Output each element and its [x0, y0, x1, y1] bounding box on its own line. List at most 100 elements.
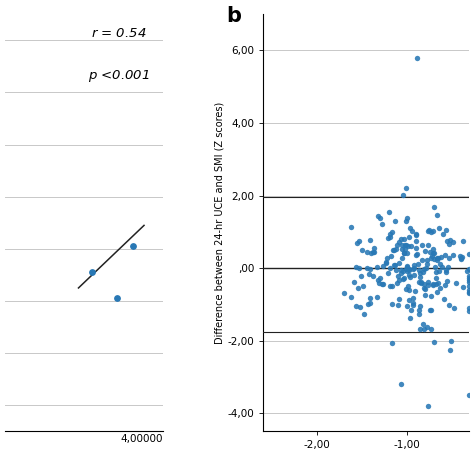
Point	[388, 282, 396, 290]
Point	[392, 246, 400, 253]
Point	[425, 226, 432, 234]
Point	[398, 242, 406, 249]
Point	[409, 301, 417, 309]
Point	[347, 293, 355, 301]
Point	[418, 279, 425, 286]
Point	[389, 228, 396, 236]
Point	[430, 255, 438, 263]
Point	[460, 283, 467, 291]
Point	[433, 256, 440, 264]
Point	[433, 254, 440, 262]
Point	[369, 273, 376, 280]
Point	[401, 235, 408, 243]
Point	[428, 252, 436, 260]
Point	[406, 273, 414, 281]
Point	[465, 265, 473, 273]
Point	[423, 323, 431, 330]
Point	[395, 238, 403, 246]
Point	[412, 231, 419, 239]
Point	[465, 283, 473, 290]
Point	[436, 267, 443, 275]
Point	[404, 249, 411, 257]
Point	[405, 282, 412, 290]
Point	[449, 252, 457, 259]
Point	[420, 281, 428, 288]
Point	[355, 237, 363, 245]
Point	[427, 254, 435, 261]
Point	[395, 276, 403, 283]
Point	[432, 280, 440, 288]
Point	[384, 235, 392, 242]
Point	[399, 246, 406, 253]
Point	[370, 248, 377, 256]
Text: $r$ = 0.54: $r$ = 0.54	[91, 27, 146, 40]
Point	[464, 267, 471, 274]
Point	[446, 346, 454, 354]
Point	[441, 281, 449, 289]
Point	[397, 381, 405, 388]
Point	[435, 279, 442, 287]
Point	[366, 299, 374, 307]
Point	[398, 254, 405, 262]
Point	[390, 262, 398, 269]
Point	[386, 264, 394, 272]
Point	[357, 272, 365, 280]
Point	[442, 251, 449, 258]
Point	[430, 203, 438, 211]
Point	[367, 250, 374, 257]
Point	[420, 284, 428, 292]
Point	[413, 251, 420, 258]
Point	[360, 310, 368, 318]
Point	[378, 280, 385, 288]
Point	[421, 292, 428, 299]
Point	[429, 228, 437, 235]
Point	[427, 325, 435, 333]
Point	[444, 277, 451, 284]
Point	[393, 241, 401, 249]
Point	[411, 287, 419, 295]
Point	[386, 283, 394, 290]
Point	[389, 339, 396, 347]
Point	[417, 302, 424, 310]
Point	[424, 281, 432, 289]
Point	[395, 259, 403, 267]
Point	[421, 285, 429, 292]
Point	[427, 306, 434, 314]
Point	[417, 269, 424, 276]
Point	[425, 241, 432, 249]
Point	[406, 297, 413, 304]
Point	[376, 274, 383, 282]
Point	[404, 243, 412, 250]
Point	[373, 293, 381, 301]
Point	[394, 273, 401, 280]
Point	[465, 279, 473, 286]
Point	[403, 302, 411, 310]
Point	[445, 263, 452, 271]
Point	[446, 255, 453, 262]
Point	[457, 254, 465, 262]
Point	[352, 264, 360, 271]
Point	[370, 244, 378, 252]
Point	[383, 254, 391, 262]
Point	[410, 271, 418, 279]
Point	[354, 239, 361, 247]
Point	[388, 300, 396, 308]
Point	[88, 268, 96, 276]
Point	[358, 246, 366, 254]
Point	[419, 269, 427, 276]
Point	[429, 245, 437, 253]
Point	[417, 279, 425, 286]
Point	[444, 237, 451, 245]
Point	[439, 231, 447, 238]
Text: b: b	[226, 6, 241, 26]
Point	[385, 209, 393, 216]
Point	[402, 285, 410, 292]
Point	[391, 261, 399, 268]
Point	[432, 268, 439, 276]
Point	[402, 185, 410, 192]
Point	[413, 54, 420, 62]
Point	[442, 266, 450, 273]
Point	[465, 288, 473, 296]
Point	[449, 238, 457, 246]
Point	[422, 264, 430, 272]
